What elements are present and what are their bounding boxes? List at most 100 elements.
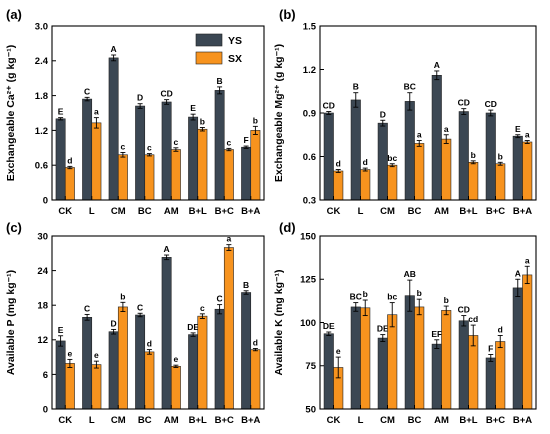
bar-ys-ck <box>323 333 334 410</box>
y-tick-label: 0 <box>43 195 48 206</box>
significance-letter: E <box>58 325 64 335</box>
bar-ys-bplusc <box>485 112 496 201</box>
panel-b: CD B D BC A CD CD Ed d bc a a b b a 0.3 0.6 0.9 1.2 1.5 CK L C… <box>273 7 537 217</box>
x-tick-label: BC <box>138 206 152 217</box>
x-tick-label: CK <box>58 415 72 426</box>
bar-ys-l <box>350 99 361 201</box>
x-tick-label: AM <box>164 206 179 217</box>
significance-letter: a <box>525 130 530 140</box>
x-tick-label: CK <box>327 206 341 217</box>
bar-ys-bplusa <box>241 292 252 410</box>
y-axis-title: Available K (mg kg⁻¹) <box>273 269 285 375</box>
bar-sx-cm <box>387 164 398 201</box>
x-tick-label: CM <box>111 206 126 217</box>
x-tick-label: CM <box>380 206 395 217</box>
bar-ys-bplusc <box>214 308 225 410</box>
significance-letter: DE <box>377 324 389 334</box>
significance-letter: d <box>147 339 152 349</box>
bar-sx-am <box>441 310 452 410</box>
y-tick-label: 150 <box>300 231 316 242</box>
significance-letter: EF <box>431 329 442 339</box>
bar-ys-ck <box>323 112 334 201</box>
bar-ys-bc <box>135 105 146 201</box>
significance-letter: A <box>164 244 170 254</box>
bar-ys-am <box>161 101 172 201</box>
bar-ys-l <box>82 98 93 201</box>
y-tick-label: 1.5 <box>303 21 317 32</box>
bar-ys-bplusa <box>512 287 523 410</box>
bar-sx-bc <box>414 143 425 201</box>
significance-letter: c <box>147 143 152 153</box>
y-axis-title: Exchangeable Mg²⁺ (g kg⁻¹) <box>273 44 285 182</box>
bar-ys-bplusl <box>458 320 469 410</box>
bar-ys-bplusc <box>485 357 496 410</box>
x-tick-label: B+A <box>241 206 260 217</box>
x-tick-label: B+C <box>215 415 234 426</box>
y-tick-label: 100 <box>300 318 316 329</box>
x-tick-label: CM <box>380 415 395 426</box>
y-tick-label: 1.2 <box>303 65 316 76</box>
significance-letter: b <box>471 150 476 160</box>
significance-letter: AB <box>404 269 416 279</box>
bar-sx-bplusa <box>522 274 533 410</box>
significance-letter: b <box>444 295 449 305</box>
x-tick-label: B+A <box>513 415 532 426</box>
bar-ys-bc <box>404 295 415 410</box>
significance-letter: d <box>67 155 72 165</box>
bar-ys-bplusl <box>188 334 199 410</box>
significance-letter: d <box>363 157 368 167</box>
bar-sx-bplusl <box>468 335 479 410</box>
y-tick-label: 50 <box>305 404 316 415</box>
bar-sx-bplusc <box>223 149 234 201</box>
significance-letter: a <box>94 107 99 117</box>
x-tick-label: CK <box>58 206 72 217</box>
bar-ys-l <box>82 317 93 410</box>
bar-sx-bplusl <box>197 315 208 410</box>
y-tick-label: 1.2 <box>35 126 48 137</box>
significance-letter: a <box>227 234 232 244</box>
significance-letter: b <box>253 115 258 125</box>
x-tick-label: B+A <box>241 415 260 426</box>
x-tick-label: B+A <box>513 206 532 217</box>
y-tick-label: 6 <box>43 370 48 381</box>
significance-letter: cd <box>468 314 478 324</box>
significance-letter: A <box>434 60 440 70</box>
bar-sx-bplusc <box>223 247 234 410</box>
y-tick-label: 1.8 <box>35 91 48 102</box>
bar-sx-cm <box>117 306 128 410</box>
significance-letter: E <box>515 124 521 134</box>
panel-c: E C D C A DE C Be e b d e c a d 0 6 12 18 24 30 CK L CM BC AM B+L B… <box>5 220 265 426</box>
panel-label: (a) <box>6 7 22 22</box>
x-tick-label: B+L <box>189 415 207 426</box>
bar-sx-ck <box>333 170 344 201</box>
significance-letter: a <box>417 130 422 140</box>
significance-letter: bc <box>387 153 397 163</box>
bar-ys-cm <box>377 122 388 201</box>
legend-label-sx: SX <box>228 53 242 65</box>
x-tick-label: B+C <box>486 206 505 217</box>
bar-ys-ck <box>55 118 66 201</box>
y-tick-label: 24 <box>37 266 48 277</box>
significance-letter: b <box>200 117 205 127</box>
bar-sx-bplusc <box>495 341 506 410</box>
bar-sx-bc <box>144 351 155 410</box>
significance-letter: c <box>200 303 205 313</box>
plot-frame <box>51 235 265 410</box>
x-tick-label: L <box>89 206 95 217</box>
bar-sx-bc <box>414 306 425 410</box>
significance-letter: d <box>498 324 503 334</box>
significance-letter: e <box>68 348 73 358</box>
bar-sx-am <box>170 366 181 410</box>
x-tick-label: B+C <box>486 415 505 426</box>
significance-letter: B <box>353 82 359 92</box>
bar-sx-bplusl <box>468 162 479 201</box>
x-tick-label: CK <box>327 415 341 426</box>
significance-letter: e <box>94 350 99 360</box>
x-tick-label: AM <box>434 206 449 217</box>
bar-sx-l <box>91 364 102 410</box>
y-tick-label: 0 <box>43 404 48 415</box>
bar-ys-am <box>431 75 442 201</box>
significance-letter: bc <box>387 292 397 302</box>
significance-letter: CD <box>160 89 172 99</box>
bar-sx-bc <box>144 154 155 201</box>
